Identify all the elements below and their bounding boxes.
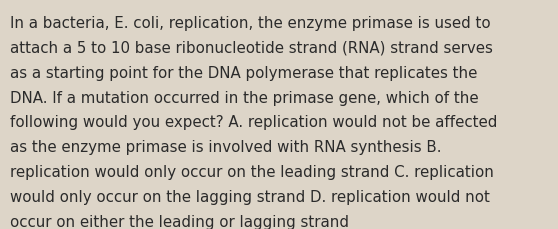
Text: as a starting point for the DNA polymerase that replicates the: as a starting point for the DNA polymera… [10,65,478,80]
Text: following would you expect? A. replication would not be affected: following would you expect? A. replicati… [10,115,497,130]
Text: as the enzyme primase is involved with RNA synthesis B.: as the enzyme primase is involved with R… [10,140,441,155]
Text: In a bacteria, E. coli, replication, the enzyme primase is used to: In a bacteria, E. coli, replication, the… [10,16,490,31]
Text: occur on either the leading or lagging strand: occur on either the leading or lagging s… [10,214,349,229]
Text: attach a 5 to 10 base ribonucleotide strand (RNA) strand serves: attach a 5 to 10 base ribonucleotide str… [10,41,493,56]
Text: replication would only occur on the leading strand C. replication: replication would only occur on the lead… [10,164,494,179]
Text: would only occur on the lagging strand D. replication would not: would only occur on the lagging strand D… [10,189,490,204]
Text: DNA. If a mutation occurred in the primase gene, which of the: DNA. If a mutation occurred in the prima… [10,90,479,105]
